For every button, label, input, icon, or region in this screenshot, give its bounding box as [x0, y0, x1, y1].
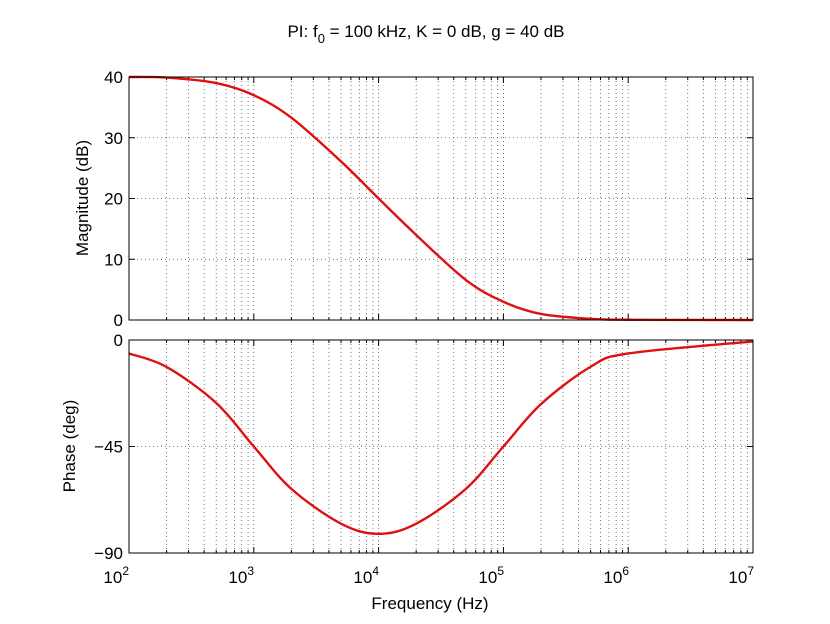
- magnitude-ytick-label: 30: [104, 129, 123, 148]
- magnitude-ytick-label: 40: [104, 68, 123, 87]
- phase-panel: 0 −45 −90 Phase (deg): [60, 331, 754, 563]
- x-tick-labels: 102 103 104 105 106 107: [103, 564, 754, 587]
- title-subscript: 0: [318, 31, 325, 46]
- x-axis-label: Frequency (Hz): [371, 594, 488, 613]
- x-tick-label: 105: [478, 564, 504, 587]
- phase-ytick-label: −45: [94, 438, 123, 457]
- magnitude-series-line: [128, 75, 754, 322]
- title-suffix: = 100 kHz, K = 0 dB, g = 40 dB: [325, 22, 565, 41]
- phase-ylabel: Phase (deg): [60, 400, 79, 493]
- phase-series: [128, 340, 754, 536]
- magnitude-series: [128, 75, 754, 322]
- title-prefix: PI: f: [287, 22, 318, 41]
- magnitude-ytick-label: 10: [104, 250, 123, 269]
- x-tick-label: 106: [603, 564, 629, 587]
- magnitude-axes-box: [128, 76, 754, 321]
- x-tick-label: 107: [728, 564, 754, 587]
- magnitude-panel: 0 10 20 30 40 Magnitude (dB): [73, 68, 754, 330]
- phase-ytick-label: 0: [114, 331, 123, 350]
- phase-ytick-labels: 0 −45 −90: [94, 331, 123, 563]
- phase-grid: [128, 339, 754, 554]
- magnitude-ytick-label: 0: [114, 311, 123, 330]
- phase-series-line: [128, 340, 754, 536]
- magnitude-ylabel: Magnitude (dB): [73, 140, 92, 256]
- magnitude-ytick-label: 20: [104, 190, 123, 209]
- x-tick-label: 103: [228, 564, 254, 587]
- x-tick-label: 104: [353, 564, 379, 587]
- magnitude-ytick-labels: 0 10 20 30 40: [104, 68, 123, 330]
- magnitude-grid: [128, 76, 754, 321]
- chart-title: PI: f0 = 100 kHz, K = 0 dB, g = 40 dB: [287, 22, 564, 46]
- x-tick-label: 102: [103, 564, 129, 587]
- phase-ytick-label: −90: [94, 544, 123, 563]
- phase-axes-box: [128, 339, 754, 554]
